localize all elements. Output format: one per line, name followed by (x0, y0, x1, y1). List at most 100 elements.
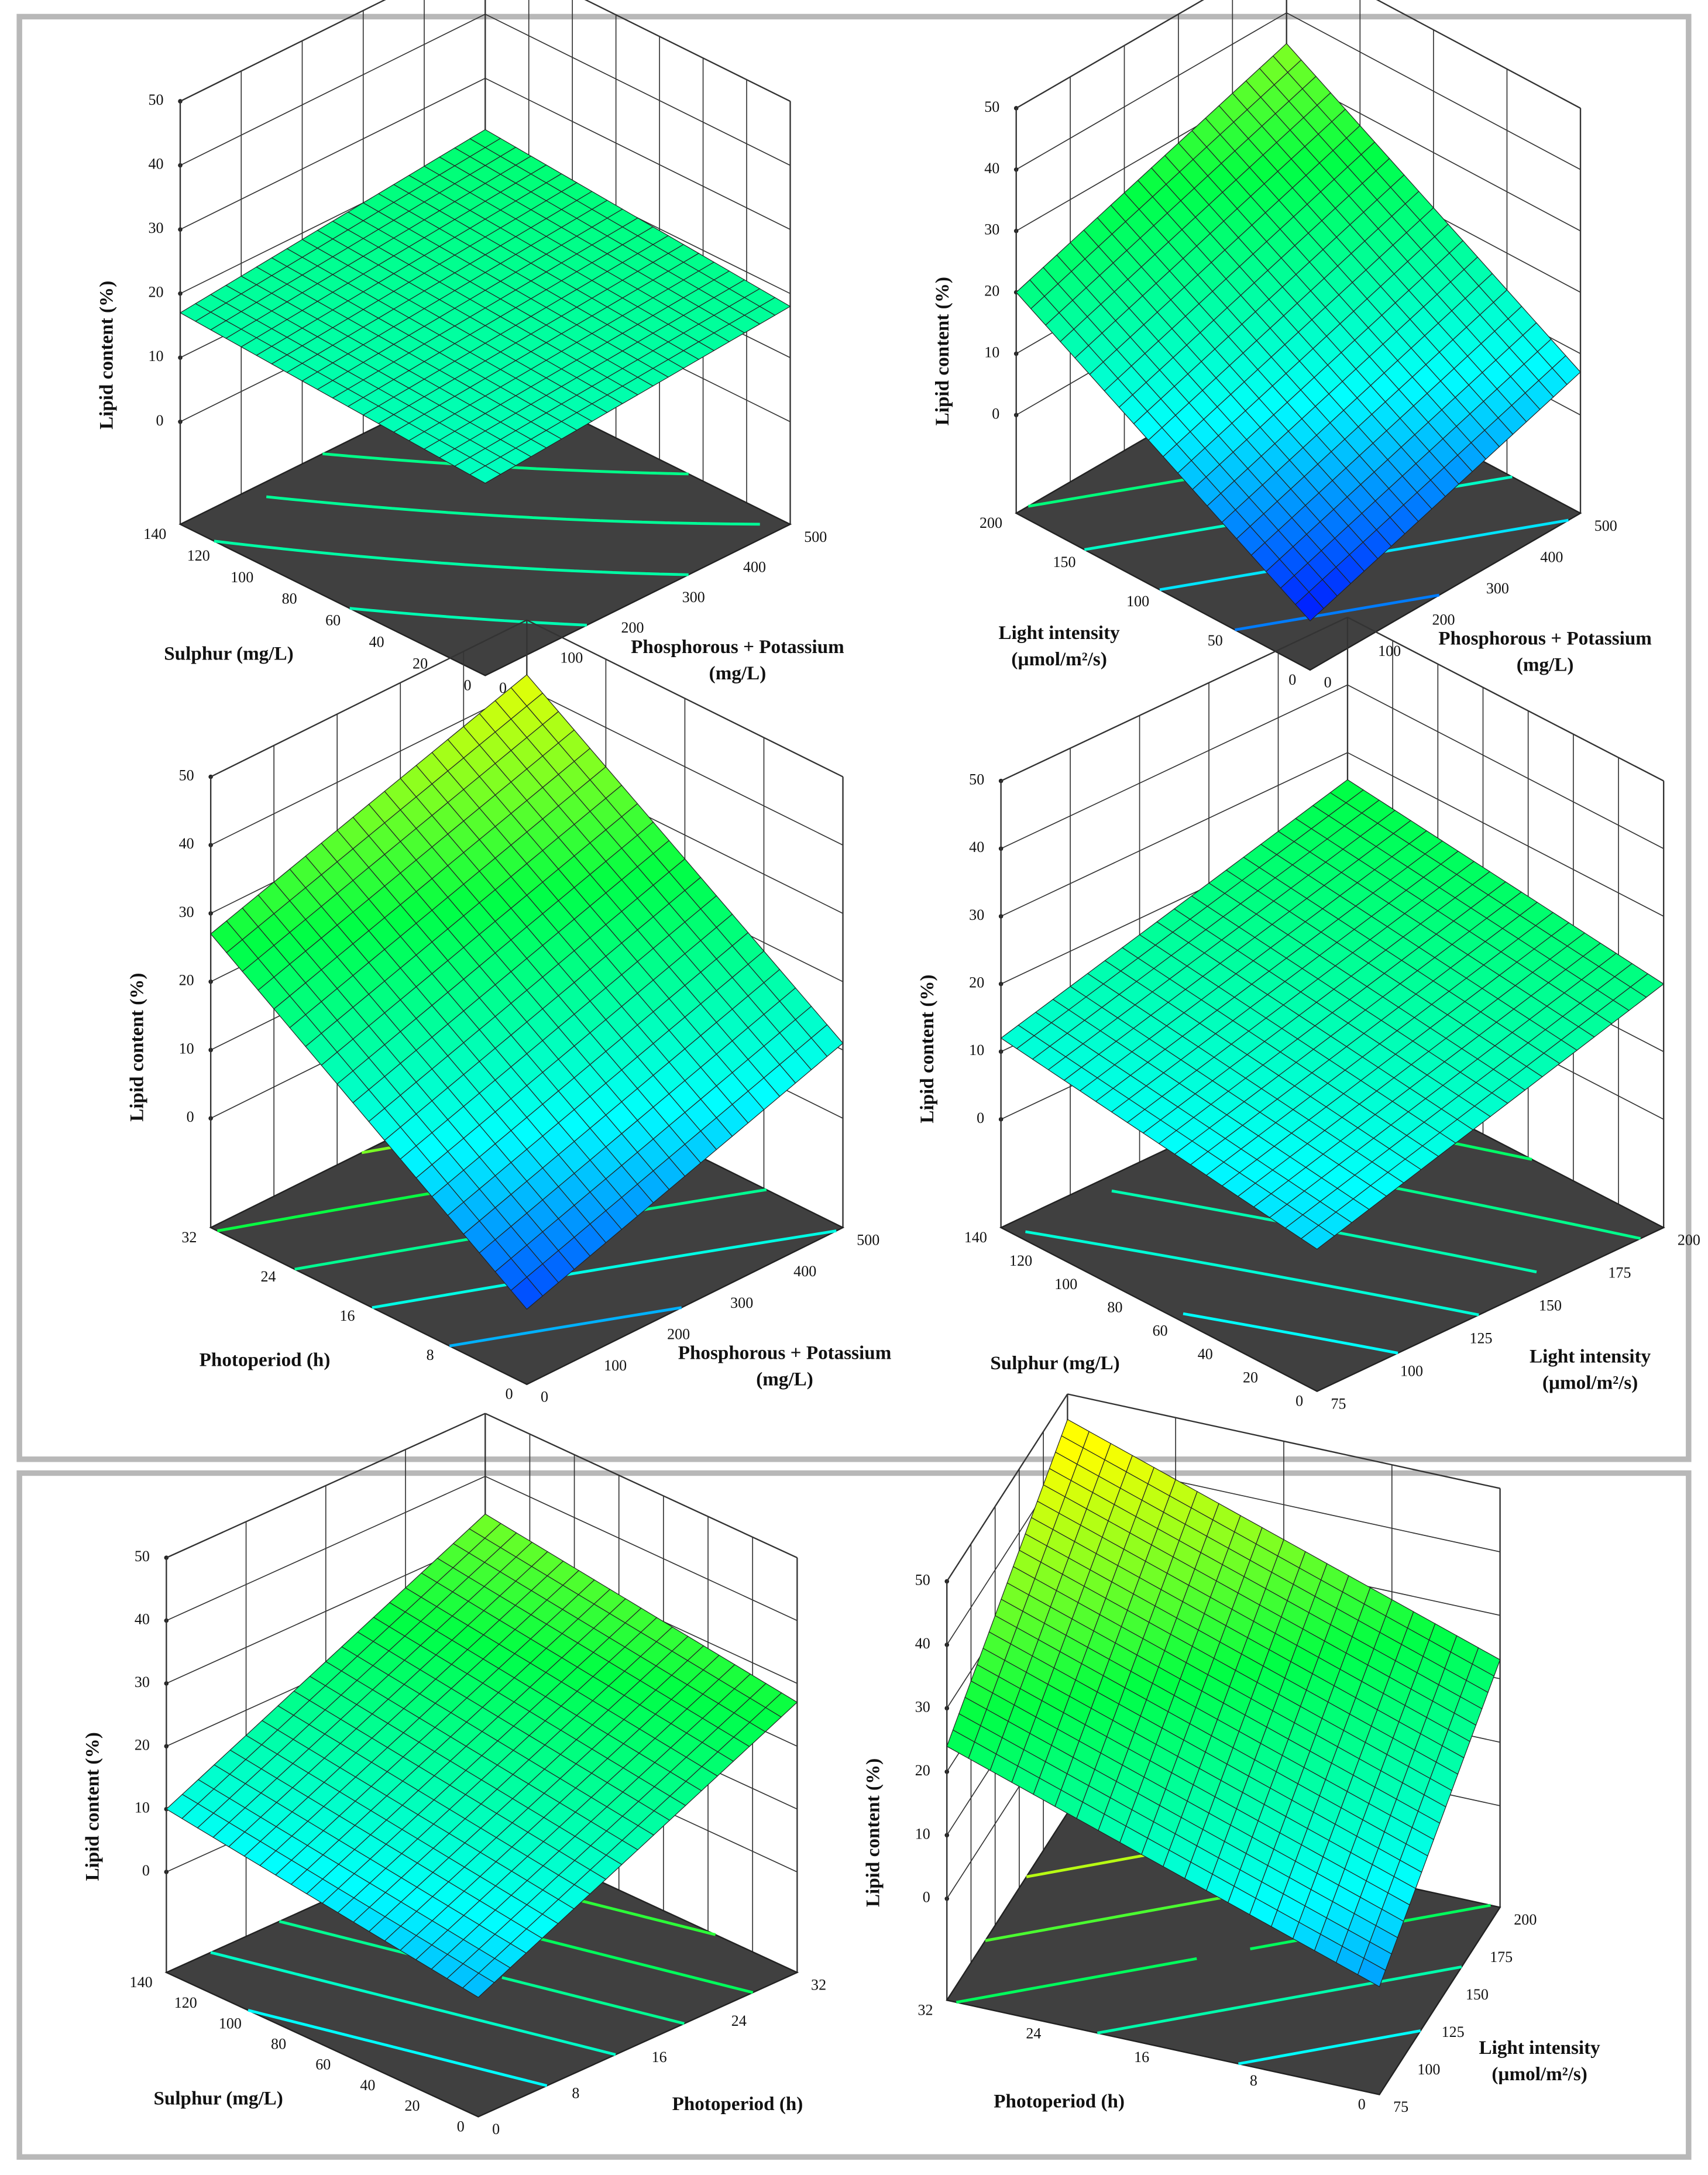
z-tick-label: 40 (984, 160, 999, 177)
x-tick-label: 125 (1469, 1329, 1492, 1346)
z-tick-label: 40 (135, 1610, 150, 1627)
mesh-cell (510, 1276, 544, 1310)
y-tick-label: 40 (369, 634, 384, 651)
box-edge (210, 619, 527, 778)
z-tick-label: 50 (969, 771, 984, 788)
y-tick-label: 140 (143, 525, 166, 542)
x-tick-label: 200 (667, 1325, 690, 1342)
grid-line (1001, 752, 1348, 917)
y-tick-label: 16 (340, 1307, 355, 1324)
y-tick-label: 120 (187, 547, 210, 564)
grid-line (1016, 12, 1287, 170)
y-tick-label: 20 (405, 2097, 420, 2114)
y-tick-label: 80 (1107, 1299, 1122, 1316)
y-tick-label: 40 (1198, 1346, 1213, 1363)
y-axis-label: (µmol/m²/s) (1011, 648, 1106, 670)
chart: 0102030405001002003004005000204060801001… (95, 0, 844, 696)
z-tick-label: 0 (977, 1109, 984, 1126)
z-tick-label: 50 (135, 1548, 150, 1565)
grid-line (180, 13, 486, 166)
y-tick-label: 0 (1288, 671, 1296, 688)
y-tick-label: 140 (964, 1229, 987, 1246)
box-edge (1067, 1393, 1500, 1489)
surface (166, 1513, 798, 1998)
mesh-cell (1357, 1957, 1386, 1987)
z-tick-label: 10 (149, 348, 164, 365)
x-tick-label: 100 (1417, 2061, 1440, 2078)
surface (1015, 43, 1581, 621)
x-axis-label: Phosphorous + Potassium (1438, 628, 1652, 650)
box-edge (1016, 0, 1204, 109)
y-tick-label: 0 (506, 1386, 513, 1403)
x-tick-label: 400 (1540, 548, 1563, 565)
y-axis-label: Sulphur (mg/L) (164, 643, 293, 665)
chart: 01020304050010020030040050008162432Lipid… (126, 619, 892, 1405)
x-tick-label: 75 (1331, 1395, 1346, 1412)
x-tick-label: 0 (541, 1388, 548, 1405)
x-tick-label: 500 (804, 528, 827, 545)
contour-line (1097, 1965, 1462, 2035)
grid-line (484, 1476, 798, 1621)
x-tick-label: 32 (811, 1977, 826, 1994)
y-tick-label: 20 (413, 655, 428, 672)
grid-line (1286, 12, 1581, 170)
box-edge (166, 1413, 486, 1559)
z-tick-label: 0 (923, 1889, 930, 1906)
contour-line (1183, 1312, 1398, 1355)
x-tick-label: 500 (857, 1232, 879, 1249)
y-tick-label: 40 (360, 2077, 375, 2094)
z-tick-label: 20 (179, 972, 194, 989)
mesh-cell (469, 465, 501, 484)
z-tick-label: 0 (142, 1862, 150, 1879)
y-tick-label: 100 (1054, 1276, 1077, 1293)
chart: 010203040500100200300400500050100150200L… (932, 0, 1652, 691)
y-tick-label: 140 (130, 1974, 153, 1991)
contour-line (214, 540, 689, 576)
z-tick-label: 30 (915, 1698, 930, 1715)
z-tick-label: 10 (179, 1040, 194, 1057)
z-axis-label: Lipid content (%) (126, 973, 148, 1122)
box-edge (1376, 0, 1581, 109)
x-tick-label: 100 (1378, 642, 1401, 659)
z-tick-label: 40 (149, 156, 164, 173)
grid-line (484, 78, 791, 230)
y-tick-label: 8 (1250, 2072, 1257, 2089)
x-axis-label: Photoperiod (h) (672, 2093, 803, 2115)
x-tick-label: 8 (572, 2084, 579, 2101)
y-tick-label: 0 (457, 2118, 465, 2135)
grid-line (210, 688, 527, 846)
box-edge (946, 1393, 1068, 1582)
z-tick-label: 30 (149, 219, 164, 236)
x-tick-label: 100 (1400, 1362, 1423, 1379)
z-tick-label: 30 (179, 903, 194, 920)
y-axis-label: Light intensity (999, 622, 1121, 644)
z-tick-label: 40 (969, 839, 984, 855)
y-tick-label: 20 (1243, 1369, 1258, 1386)
y-tick-label: 8 (427, 1346, 434, 1363)
y-tick-label: 0 (1358, 2095, 1366, 2112)
surface (1000, 779, 1665, 1250)
x-tick-label: 200 (1432, 611, 1455, 628)
y-tick-label: 24 (260, 1268, 276, 1285)
z-tick-label: 0 (992, 405, 999, 422)
x-tick-label: 125 (1442, 2023, 1465, 2040)
y-tick-label: 60 (325, 612, 341, 629)
y-axis-label: Photoperiod (h) (200, 1349, 331, 1370)
grid-line (526, 688, 843, 846)
y-tick-label: 32 (181, 1229, 197, 1246)
z-tick-label: 0 (156, 412, 164, 429)
x-tick-label: 200 (1514, 1911, 1537, 1928)
z-tick-label: 50 (984, 98, 999, 115)
z-tick-label: 10 (984, 343, 999, 360)
y-axis-label: Sulphur (mg/L) (990, 1352, 1119, 1374)
y-tick-label: 24 (1026, 2025, 1041, 2042)
x-tick-label: 300 (1486, 580, 1509, 597)
z-tick-label: 20 (915, 1762, 930, 1779)
y-tick-label: 32 (918, 2001, 933, 2018)
contour-line (248, 2009, 548, 2087)
x-tick-label: 200 (1678, 1232, 1700, 1249)
grid-line (180, 78, 486, 230)
x-tick-label: 500 (1594, 517, 1617, 534)
